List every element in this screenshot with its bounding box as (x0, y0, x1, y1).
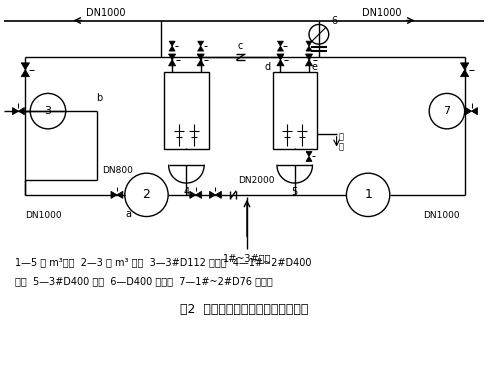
Bar (273, 72, 317, 148)
Text: b: b (96, 93, 102, 103)
Polygon shape (471, 108, 477, 115)
Polygon shape (198, 41, 203, 46)
Text: 1: 1 (364, 188, 372, 201)
Text: 1—5 万 m³气柜  2—3 万 m³ 气柜  3—3#D112 电除尘  4—1#~2#D400: 1—5 万 m³气柜 2—3 万 m³ 气柜 3—3#D112 电除尘 4—1#… (16, 257, 312, 267)
Text: d: d (264, 62, 270, 72)
Text: 5: 5 (292, 187, 298, 197)
Polygon shape (277, 60, 284, 66)
Polygon shape (21, 70, 29, 77)
Polygon shape (461, 63, 469, 70)
Polygon shape (196, 191, 202, 198)
Text: c: c (238, 41, 243, 51)
Text: DN1000: DN1000 (362, 7, 402, 17)
Polygon shape (461, 70, 469, 77)
Polygon shape (197, 60, 204, 66)
Text: 风机  5—3#D400 风机  6—D400 回流阀  7—1#~2#D76 电除尘: 风机 5—3#D400 风机 6—D400 回流阀 7—1#~2#D76 电除尘 (16, 276, 273, 286)
Polygon shape (19, 108, 24, 115)
Text: 2: 2 (142, 188, 150, 201)
Text: 7: 7 (444, 106, 450, 116)
Polygon shape (209, 191, 215, 198)
Polygon shape (215, 191, 222, 198)
Polygon shape (21, 63, 29, 70)
Text: 空
气: 空 气 (339, 132, 344, 151)
Text: DN1000: DN1000 (423, 211, 460, 220)
Polygon shape (277, 54, 284, 60)
Text: 6: 6 (332, 16, 338, 26)
Text: 1#~3#转炉: 1#~3#转炉 (223, 253, 271, 263)
Text: DN1000: DN1000 (86, 7, 126, 17)
Bar (164, 72, 208, 148)
Polygon shape (169, 46, 175, 51)
Polygon shape (306, 46, 312, 51)
Text: 图2  一炼钢转炉煤气回收工艺示意图: 图2 一炼钢转炉煤气回收工艺示意图 (180, 303, 308, 316)
Text: a: a (126, 209, 132, 219)
Text: DN1000: DN1000 (25, 211, 62, 220)
Polygon shape (306, 157, 312, 161)
Polygon shape (466, 108, 471, 115)
Polygon shape (117, 191, 123, 198)
Polygon shape (306, 151, 312, 157)
Polygon shape (198, 46, 203, 51)
Polygon shape (278, 41, 284, 46)
Polygon shape (111, 191, 117, 198)
Text: DN2000: DN2000 (239, 176, 275, 185)
Text: DN800: DN800 (102, 166, 133, 175)
Polygon shape (168, 60, 176, 66)
Text: 3: 3 (44, 106, 51, 116)
Polygon shape (197, 54, 204, 60)
Polygon shape (306, 41, 312, 46)
Polygon shape (169, 41, 175, 46)
Polygon shape (278, 46, 284, 51)
Polygon shape (190, 191, 196, 198)
Polygon shape (305, 60, 312, 66)
Text: 4: 4 (183, 187, 189, 197)
Polygon shape (168, 54, 176, 60)
Polygon shape (13, 108, 19, 115)
Polygon shape (305, 54, 312, 60)
Text: e: e (312, 62, 318, 72)
